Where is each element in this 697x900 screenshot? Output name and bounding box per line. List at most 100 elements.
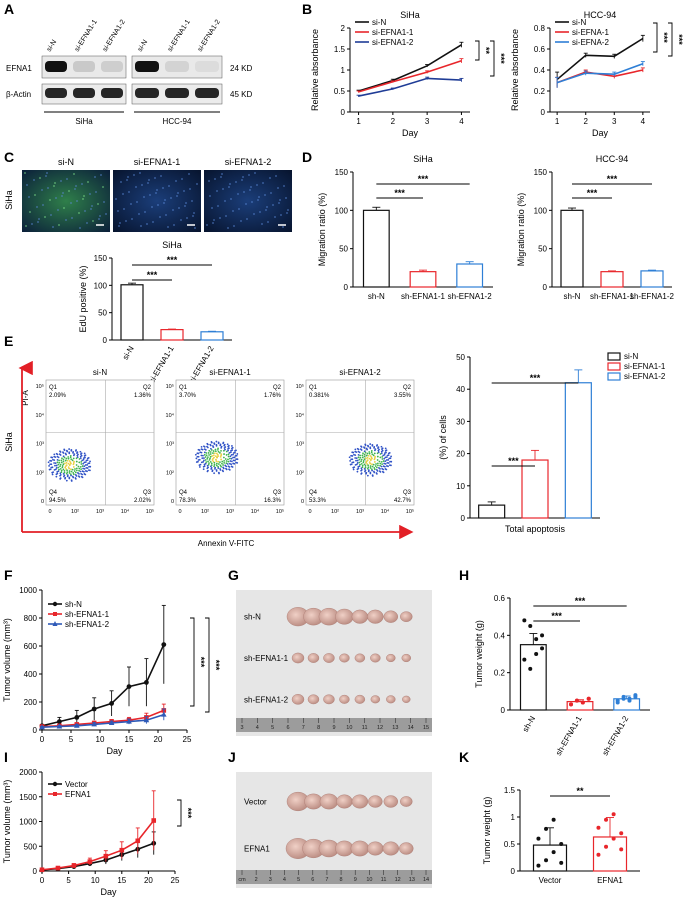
event-dot xyxy=(206,445,208,448)
event-dot xyxy=(381,449,384,452)
cell-dot xyxy=(138,213,140,215)
cell-dot xyxy=(267,221,269,223)
event-dot xyxy=(79,465,82,468)
event-dot xyxy=(194,453,197,456)
cell-dot xyxy=(144,211,146,213)
group-label: HCC-94 xyxy=(163,117,192,126)
cell-dot xyxy=(41,189,43,191)
bar xyxy=(456,263,484,288)
event-dot xyxy=(209,443,212,446)
event-dot xyxy=(210,440,213,443)
event-dot xyxy=(367,470,370,473)
event-dot xyxy=(384,456,387,459)
event-dot xyxy=(222,467,225,470)
event-dot xyxy=(84,464,87,466)
chart-c2: 0 50 100 150 EdU positive (%) SiHa si-N si-EFNA… xyxy=(78,240,232,385)
event-dot xyxy=(228,468,231,471)
tumor xyxy=(370,653,381,663)
cell-dot xyxy=(209,195,211,197)
y-axis-label: Tumor volume (mm³) xyxy=(2,618,12,702)
significance-bracket xyxy=(475,40,480,61)
y-tick-label: 0 xyxy=(33,726,38,735)
y-tick-label: 0 xyxy=(344,283,349,292)
cell-dot xyxy=(262,182,264,184)
y-tick-label: 0.5 xyxy=(504,840,516,849)
event-dot xyxy=(236,458,239,461)
data-point xyxy=(619,831,624,836)
cell-dot xyxy=(283,185,285,187)
y-axis-label: Tumor weight (g) xyxy=(474,620,484,688)
y-tick-label: 10⁴ xyxy=(166,412,175,419)
event-dot xyxy=(209,451,212,453)
event-dot xyxy=(364,451,367,454)
legend-marker xyxy=(52,601,58,607)
data-point xyxy=(536,863,541,868)
event-dot xyxy=(68,448,71,450)
event-dot xyxy=(214,450,217,453)
cell-dot xyxy=(42,204,44,206)
event-dot xyxy=(203,459,205,462)
cell-dot xyxy=(135,186,137,188)
bar xyxy=(560,209,584,288)
event-dot xyxy=(67,457,70,460)
event-dot xyxy=(231,445,233,447)
event-dot xyxy=(198,464,201,466)
data-point xyxy=(586,696,591,701)
quadrant-name: Q1 xyxy=(49,385,58,391)
event-dot xyxy=(218,472,220,475)
x-tick-label: 1 xyxy=(356,117,361,126)
event-dot xyxy=(53,455,56,458)
event-dot xyxy=(361,464,364,467)
event-dot xyxy=(361,454,364,457)
y-tick-label: 10³ xyxy=(36,442,44,448)
data-point xyxy=(621,696,626,701)
cell-dot xyxy=(76,200,78,202)
cell-dot xyxy=(34,194,36,196)
data-point xyxy=(522,618,527,623)
event-dot xyxy=(195,461,198,463)
event-dot xyxy=(360,462,363,465)
panel-letter-d: D xyxy=(302,149,312,165)
event-dot xyxy=(78,467,81,470)
event-dot xyxy=(221,460,224,463)
data-point xyxy=(544,826,549,831)
event-dot xyxy=(379,453,382,455)
event-dot xyxy=(228,451,231,454)
event-dot xyxy=(77,465,80,468)
significance-label: *** xyxy=(607,174,618,184)
data-point xyxy=(55,865,61,871)
chart-title: SiHa xyxy=(162,240,182,250)
if-image xyxy=(22,170,110,232)
image-label: si-EFNA1-1 xyxy=(134,157,181,167)
cell-dot xyxy=(220,176,222,178)
tumor xyxy=(401,653,411,663)
cell-dot xyxy=(212,222,214,224)
event-dot xyxy=(206,456,209,459)
y-tick-label: 0 xyxy=(461,514,466,523)
legend-marker xyxy=(52,621,58,626)
cell-dot xyxy=(84,210,86,212)
tumor-photo-g: sh-N sh-EFNA1-1 sh-EFNA1-2 3 4 5 6 7 8 9 10 11 12 13 1… xyxy=(236,590,432,736)
event-dot xyxy=(369,459,372,461)
event-dot xyxy=(363,450,366,453)
event-dot xyxy=(72,457,75,460)
tumor xyxy=(386,653,396,663)
event-dot xyxy=(222,441,225,444)
event-dot xyxy=(206,467,209,470)
y-tick-label: 150 xyxy=(94,254,108,263)
event-dot xyxy=(212,454,215,457)
cell-dot xyxy=(133,174,135,176)
tumor xyxy=(291,694,305,705)
x-tick-label: 0 xyxy=(40,876,45,885)
event-dot xyxy=(68,451,71,454)
event-dot xyxy=(81,459,84,462)
event-dot xyxy=(87,457,90,459)
cell-dot xyxy=(90,208,92,210)
event-dot xyxy=(58,459,61,462)
event-dot xyxy=(215,440,218,443)
ruler-label: 11 xyxy=(362,725,368,731)
event-dot xyxy=(357,456,360,459)
event-dot xyxy=(368,451,371,453)
event-dot xyxy=(65,468,68,470)
cell-dot xyxy=(75,185,77,187)
